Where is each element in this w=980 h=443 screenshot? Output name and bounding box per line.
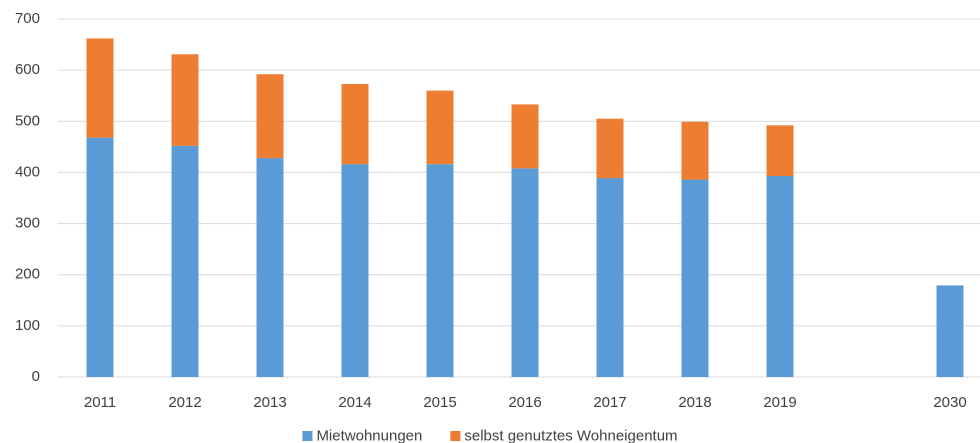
- y-tick-label: 700: [15, 10, 40, 27]
- legend-swatch: [450, 431, 461, 441]
- x-tick-label: 2015: [423, 394, 456, 411]
- x-tick-label: 2011: [84, 394, 116, 411]
- legend-label: Mietwohnungen: [316, 427, 422, 443]
- bar-segment: [171, 54, 199, 146]
- x-tick-label: 2030: [933, 394, 966, 411]
- x-tick-label: 2019: [763, 394, 796, 411]
- bar-segment: [511, 104, 539, 169]
- bar-segment: [936, 285, 964, 377]
- bar-segment: [341, 164, 369, 377]
- bar-segment: [596, 178, 624, 377]
- bar-segment: [86, 137, 114, 377]
- legend-label: selbst genutztes Wohneigentum: [464, 427, 677, 443]
- y-tick-label: 200: [15, 266, 40, 283]
- bar-segment: [256, 158, 284, 377]
- y-tick-label: 0: [32, 368, 40, 385]
- bar-segment: [256, 74, 284, 159]
- y-tick-label: 100: [15, 317, 40, 334]
- bar-segment: [426, 164, 454, 377]
- bar-segment: [511, 168, 539, 377]
- x-tick-label: 2016: [508, 394, 541, 411]
- bar-segment: [86, 38, 114, 138]
- y-tick-label: 400: [15, 163, 40, 180]
- bar-segment: [171, 145, 199, 377]
- bar-segment: [766, 176, 794, 377]
- bar-segment: [596, 118, 624, 179]
- bar-segment: [426, 90, 454, 165]
- x-tick-label: 2013: [253, 394, 286, 411]
- y-tick-label: 300: [15, 215, 40, 232]
- x-tick-label: 2012: [168, 394, 201, 411]
- bar-segment: [766, 125, 794, 177]
- bar-segment: [681, 179, 709, 377]
- x-tick-label: 2017: [593, 394, 626, 411]
- x-tick-label: 2014: [338, 394, 371, 411]
- y-tick-label: 500: [15, 112, 40, 129]
- bar-segment: [681, 121, 709, 180]
- bar-segment: [341, 83, 369, 165]
- legend-swatch: [302, 431, 313, 441]
- x-tick-label: 2018: [678, 394, 711, 411]
- y-tick-label: 600: [15, 61, 40, 78]
